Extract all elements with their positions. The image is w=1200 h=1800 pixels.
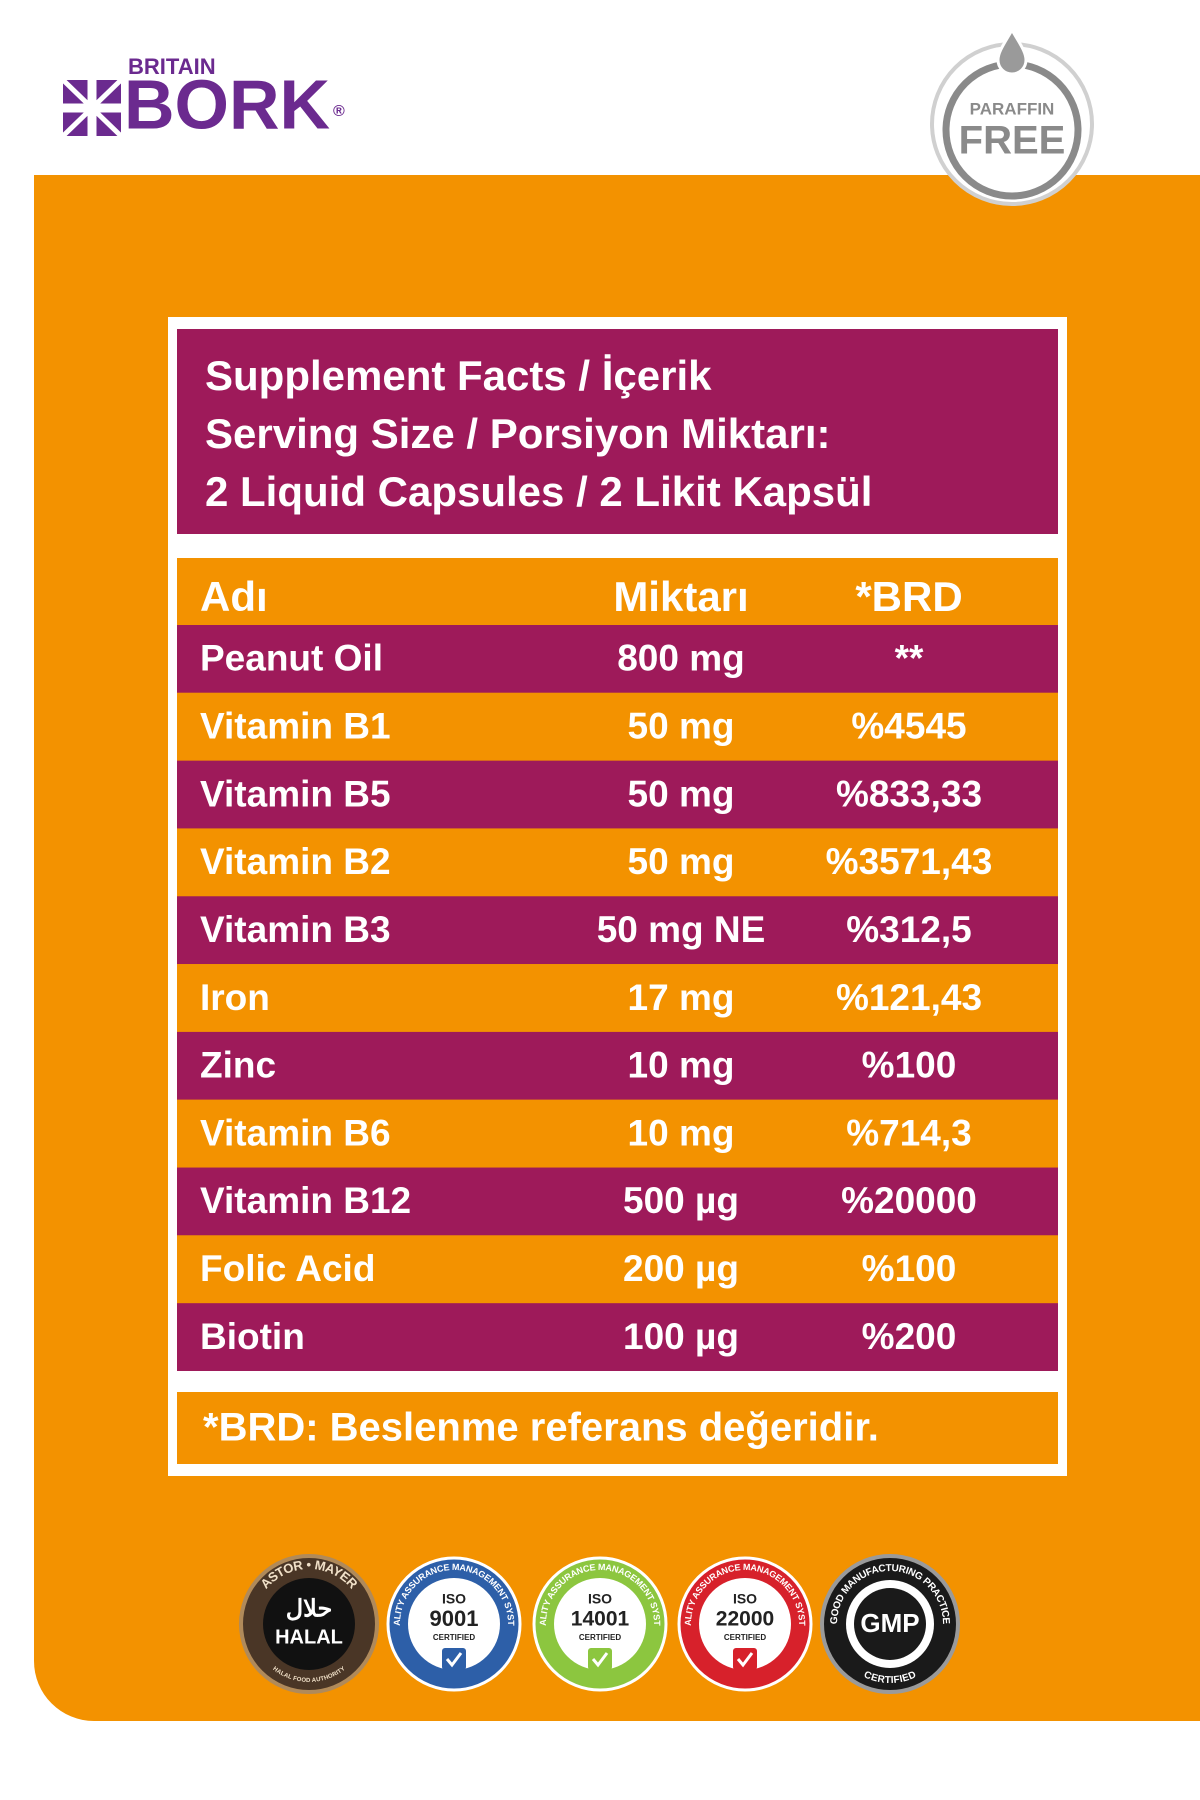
table-cell: 10 mg (628, 1112, 735, 1153)
table-row (177, 1303, 1058, 1371)
table-cell: Biotin (200, 1316, 305, 1357)
table-cell: 50 mg NE (597, 909, 766, 950)
gmp-badge: GOOD MANUFACTURING PRACTICE GMP CERTIFIE… (820, 1554, 960, 1694)
flag-cross (63, 80, 121, 136)
table-cell: %121,43 (836, 977, 982, 1018)
table-cell: %20000 (841, 1180, 977, 1221)
table-row (177, 964, 1058, 1032)
iso-number: 9001 (430, 1606, 479, 1631)
table-row (177, 692, 1058, 761)
table-row (177, 828, 1058, 897)
badge-center (854, 1588, 926, 1660)
badge-line1: PARAFFIN (970, 99, 1055, 118)
iso: ISO (588, 1591, 612, 1607)
table-cell: Folic Acid (200, 1248, 375, 1289)
iso: ISO (733, 1591, 757, 1607)
table-header: Miktarı (613, 573, 748, 620)
title-line: 2 Liquid Capsules / 2 Likit Kapsül (205, 468, 872, 515)
table-cell: Vitamin B12 (200, 1180, 411, 1221)
table-cell: Vitamin B1 (200, 706, 391, 747)
table-cell: Vitamin B3 (200, 909, 391, 950)
table-cell: 50 mg (628, 706, 735, 747)
table-cell: %3571,43 (826, 841, 993, 882)
check-mark (736, 1652, 754, 1668)
table-row (177, 1031, 1058, 1100)
check-box (588, 1648, 612, 1670)
certified: CERTIFIED (433, 1633, 475, 1642)
check-mark (445, 1652, 463, 1668)
check-box (442, 1648, 466, 1670)
ring-bottom: CERTIFIED (862, 1669, 917, 1686)
table-row (177, 896, 1058, 965)
table-cell: 800 mg (617, 638, 745, 679)
table-cell: Zinc (200, 1045, 276, 1086)
table-cell: 50 mg (628, 841, 735, 882)
badge-center (554, 1578, 646, 1670)
logo: BRITAIN BORK ® (61, 54, 345, 143)
iso-number: 22000 (716, 1608, 774, 1631)
table-cell: %100 (862, 1045, 957, 1086)
table-cell: Iron (200, 977, 270, 1018)
footnote-bg (177, 1392, 1058, 1464)
table-row (177, 625, 1058, 693)
footnote: *BRD: Beslenme referans değeridir. (203, 1406, 879, 1450)
table-cell: %4545 (851, 706, 966, 747)
table-cell: %100 (862, 1248, 957, 1289)
badge-center (263, 1578, 355, 1670)
badge-center (699, 1578, 791, 1670)
gmp-label: GMP (860, 1608, 919, 1638)
title-line: Supplement Facts / İçerik (205, 352, 712, 399)
table-cell: 50 mg (628, 773, 735, 814)
iso: ISO (442, 1591, 466, 1607)
arabic-label: حلال (286, 1595, 333, 1622)
registered-mark: ® (333, 103, 345, 120)
table-cell: ** (895, 638, 924, 679)
table-cell: 10 mg (628, 1045, 735, 1086)
table-cell: 500 µg (623, 1180, 739, 1221)
table-row (177, 760, 1058, 829)
facts-header (177, 329, 1058, 534)
certified: CERTIFIED (724, 1633, 766, 1642)
halal-badge: ASTOR • MAYER حلال HALAL HALAL FOOD AUTH… (239, 1554, 379, 1694)
table-row (177, 1099, 1058, 1168)
table-cell: %833,33 (836, 773, 982, 814)
table-cell: 200 µg (623, 1248, 739, 1289)
table-cell: %312,5 (846, 909, 972, 950)
check-box (733, 1648, 757, 1670)
table-cell: %200 (862, 1316, 957, 1357)
halal-label: HALAL (275, 1626, 343, 1648)
paraffin-badge: PARAFFIN FREE (930, 26, 1094, 206)
check-mark (591, 1652, 609, 1668)
table-header: *BRD (855, 573, 962, 620)
brand-top: BRITAIN (128, 54, 216, 79)
iso-number: 14001 (571, 1608, 630, 1631)
table-row (177, 1167, 1058, 1236)
badge-line2: FREE (959, 119, 1066, 163)
table-cell: Peanut Oil (200, 638, 383, 679)
table-cell: Vitamin B2 (200, 841, 391, 882)
ring-bottom-path: CERTIFIED (862, 1669, 917, 1686)
table-header: Adı (200, 573, 268, 620)
table-cell: Vitamin B6 (200, 1112, 391, 1153)
badge-center (408, 1578, 500, 1670)
title-line: Serving Size / Porsiyon Miktarı: (205, 410, 831, 457)
brand: BORK (124, 65, 330, 143)
table-cell: Vitamin B5 (200, 773, 391, 814)
certified: CERTIFIED (579, 1633, 621, 1642)
table-cell: 100 µg (623, 1316, 739, 1357)
table-row (177, 1235, 1058, 1304)
table-cell: %714,3 (846, 1112, 972, 1153)
drop-icon (996, 26, 1028, 76)
table-cell: 17 mg (628, 977, 735, 1018)
